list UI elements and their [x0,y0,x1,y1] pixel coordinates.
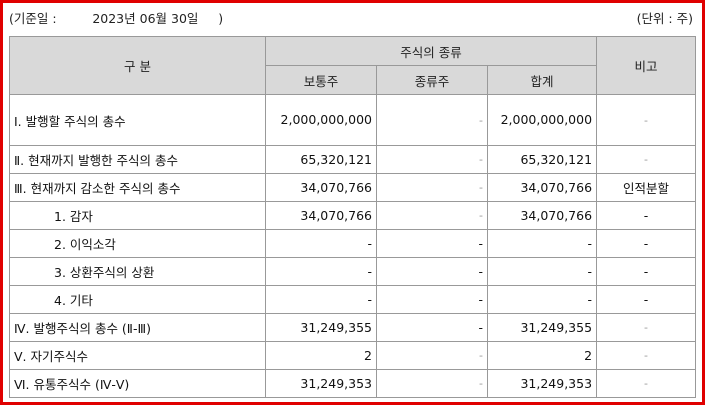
preferred-cell: - [376,313,488,342]
preferred-cell: - [376,145,488,174]
table-row: Ⅵ. 유통주식수 (Ⅳ-Ⅴ) 31,249,353 - 31,249,353 - [9,369,697,398]
table-row: 1. 감자 34,070,766 - 34,070,766 - [9,201,697,230]
unit-label: (단위 : 주) [636,11,693,26]
row-label: 4. 기타 [9,285,266,314]
remarks-cell: - [596,257,697,286]
preferred-header: 종류주 [376,65,488,95]
remarks-cell: - [596,341,697,370]
common-cell: 2 [265,341,377,370]
table-row: Ⅱ. 현재까지 발행한 주식의 총수 65,320,121 - 65,320,1… [9,145,697,174]
total-cell: 34,070,766 [486,173,598,202]
preferred-cell: - [376,94,488,146]
total-cell: 34,070,766 [486,201,598,230]
preferred-cell: - [376,285,488,314]
common-cell: 34,070,766 [265,201,377,230]
row-label: 2. 이익소각 [9,229,266,258]
table-row: Ⅴ. 자기주식수 2 - 2 - [9,341,697,370]
base-date-label: (기준일 : [9,11,57,26]
preferred-cell: - [376,369,488,398]
stock-types-header: 주식의 종류 [264,36,598,66]
remarks-cell: - [596,145,697,174]
total-cell: - [486,285,598,314]
common-cell: 31,249,355 [265,313,377,342]
remarks-cell: - [596,94,697,146]
row-label: Ⅵ. 유통주식수 (Ⅳ-Ⅴ) [9,369,266,398]
base-date-close: ) [218,11,224,26]
common-cell: - [265,229,377,258]
remarks-cell: 인적분할 [596,173,697,202]
table-row: Ⅲ. 현재까지 감소한 주식의 총수 34,070,766 - 34,070,7… [9,173,697,202]
category-header: 구 분 [9,36,266,95]
remarks-cell: - [596,369,697,398]
table-row: 4. 기타 - - - - [9,285,697,314]
total-cell: 2 [486,341,598,370]
row-label: Ⅲ. 현재까지 감소한 주식의 총수 [9,173,266,202]
total-cell: 31,249,353 [486,369,598,398]
total-cell: - [486,229,598,258]
common-cell: 65,320,121 [265,145,377,174]
row-label: Ⅳ. 발행주식의 총수 (Ⅱ-Ⅲ) [9,313,266,342]
table-row: 3. 상환주식의 상환 - - - - [9,257,697,286]
row-label: Ⅴ. 자기주식수 [9,341,266,370]
row-label: Ⅰ. 발행할 주식의 총수 [9,94,266,146]
total-cell: 31,249,355 [486,313,598,342]
remarks-cell: - [596,313,697,342]
common-cell: 2,000,000,000 [265,94,377,146]
row-label: 1. 감자 [9,201,266,230]
common-cell: - [265,285,377,314]
remarks-cell: - [596,229,697,258]
common-header: 보통주 [265,65,377,95]
common-cell: - [265,257,377,286]
common-cell: 34,070,766 [265,173,377,202]
preferred-cell: - [376,229,488,258]
remarks-cell: - [596,201,697,230]
table-caption: (기준일 : 2023년 06월 30일 ) (단위 : 주) [9,8,693,26]
common-cell: 31,249,353 [265,369,377,398]
preferred-cell: - [376,257,488,286]
table-row: Ⅳ. 발행주식의 총수 (Ⅱ-Ⅲ) 31,249,355 - 31,249,35… [9,313,697,342]
row-label: 3. 상환주식의 상환 [9,257,266,286]
total-cell: 65,320,121 [486,145,598,174]
total-header: 합계 [486,65,598,95]
preferred-cell: - [376,173,488,202]
total-cell: 2,000,000,000 [486,94,598,146]
table-row: 2. 이익소각 - - - - [9,229,697,258]
base-date: (기준일 : 2023년 06월 30일 ) [9,8,223,27]
table-row: Ⅰ. 발행할 주식의 총수 2,000,000,000 - 2,000,000,… [9,94,697,146]
base-date-value: 2023년 06월 30일 [92,11,199,26]
stock-count-table: 구 분 주식의 종류 비고 보통주 종류주 합계 Ⅰ. 발행할 주식의 총수 2… [9,36,697,398]
preferred-cell: - [376,201,488,230]
total-cell: - [486,257,598,286]
remarks-header: 비고 [596,36,697,95]
preferred-cell: - [376,341,488,370]
remarks-cell: - [596,285,697,314]
row-label: Ⅱ. 현재까지 발행한 주식의 총수 [9,145,266,174]
